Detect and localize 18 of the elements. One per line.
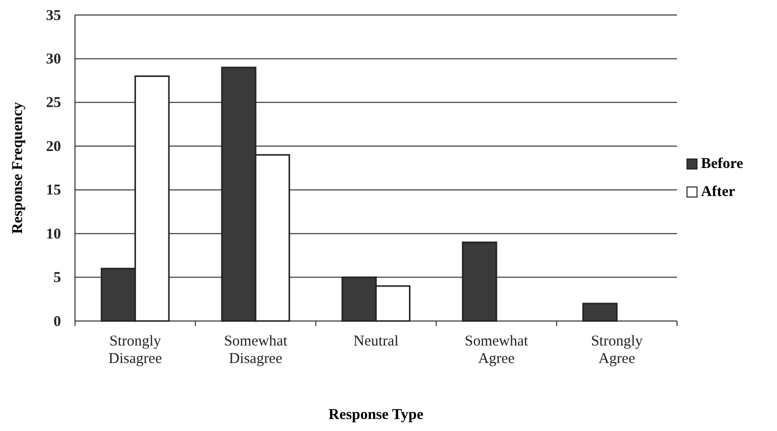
x-tick-label: Strongly Disagree — [108, 334, 162, 367]
y-tick-label: 15 — [46, 182, 61, 199]
x-axis-title: Response Type — [328, 407, 424, 423]
y-tick-label: 20 — [46, 138, 61, 155]
y-tick-label: 25 — [46, 95, 61, 112]
x-tick-label: Neutral — [354, 334, 398, 350]
bar — [582, 302, 618, 322]
y-tick-label: 30 — [46, 52, 61, 68]
legend-label: Before — [701, 156, 744, 172]
y-tick-label: 10 — [46, 226, 61, 242]
y-tick-label: 5 — [54, 270, 61, 286]
x-tick-label: Strongly Agree — [590, 334, 644, 367]
x-tick-label: Somewhat Disagree — [224, 334, 288, 367]
y-tick-label: 35 — [46, 8, 61, 24]
legend-label: After — [701, 184, 736, 200]
y-tick-label: 0 — [54, 314, 61, 330]
y-axis-title: Response Frequency — [10, 102, 26, 234]
x-tick-label: Somewhat Agree — [464, 334, 529, 367]
